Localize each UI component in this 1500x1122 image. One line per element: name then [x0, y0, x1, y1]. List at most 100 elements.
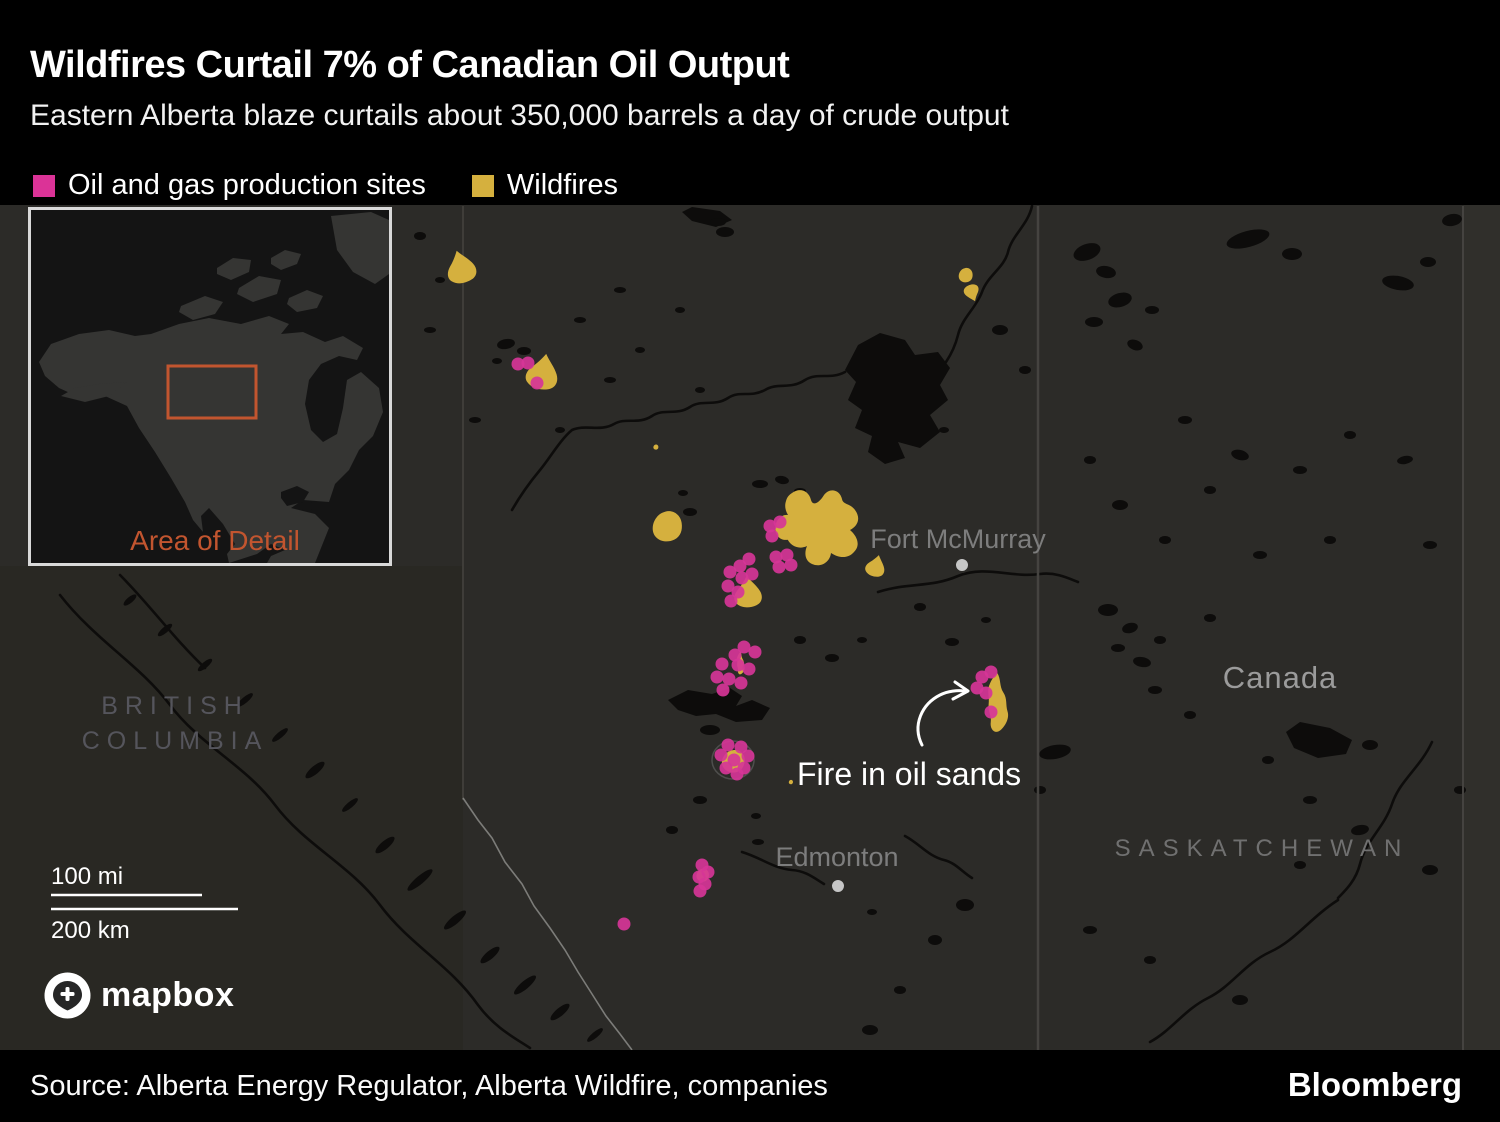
map-canvas[interactable]: BRITISH COLUMBIA Canada SASKATCHEWAN Fort M…	[0, 205, 1500, 1050]
chart-subtitle: Eastern Alberta blaze curtails about 350…	[30, 99, 1009, 132]
lake	[1286, 722, 1352, 758]
lake	[1382, 275, 1414, 291]
production-site-marker	[742, 662, 756, 676]
lake	[555, 427, 565, 433]
lake	[710, 218, 726, 226]
lake	[678, 490, 688, 496]
lake	[1232, 995, 1248, 1005]
lake	[928, 935, 942, 945]
lake	[550, 1003, 570, 1021]
region-labels-layer: BRITISH COLUMBIA Canada SASKATCHEWAN	[82, 660, 1402, 862]
lake	[894, 986, 906, 994]
lake	[1019, 366, 1031, 374]
lake	[1423, 541, 1437, 549]
lake	[480, 946, 500, 964]
area-of-detail-label: Area of Detail	[130, 525, 300, 556]
lake	[675, 307, 685, 313]
legend-production-sites-label: Oil and gas production sites	[68, 169, 426, 201]
lake	[666, 826, 678, 834]
lake	[695, 387, 705, 393]
production-site-marker	[723, 565, 737, 579]
production-site-marker	[530, 376, 544, 390]
production-site-marker	[693, 884, 707, 898]
map-svg: BRITISH COLUMBIA Canada SASKATCHEWAN Fort M…	[0, 205, 1500, 1050]
lake	[1303, 796, 1317, 804]
lake	[1351, 824, 1369, 836]
production-site-marker	[734, 740, 748, 754]
wildfire-marker	[653, 444, 659, 450]
production-site-marker	[769, 550, 783, 564]
lake	[1096, 265, 1116, 279]
wildfire-marker	[988, 672, 1009, 732]
lake	[700, 725, 720, 735]
production-site-marker	[724, 594, 738, 608]
lake	[1122, 622, 1138, 634]
city-label: Fort McMurray	[870, 524, 1046, 554]
lake	[1178, 416, 1192, 424]
lake	[1282, 248, 1302, 260]
lake	[1184, 711, 1196, 719]
production-site-marker	[722, 672, 736, 686]
scale-miles-label: 100 mi	[51, 863, 123, 890]
lake	[1226, 229, 1270, 249]
scale-km-label: 200 km	[51, 917, 130, 944]
lake	[1073, 243, 1101, 261]
north-america-silhouette	[39, 212, 389, 563]
lake	[1442, 213, 1462, 227]
production-site-marker	[984, 665, 998, 679]
production-sites-layer	[511, 356, 998, 931]
header: Wildfires Curtail 7% of Canadian Oil Out…	[30, 44, 1470, 133]
lake	[825, 654, 839, 662]
lake	[305, 761, 325, 779]
city-label: Edmonton	[775, 842, 898, 872]
lake	[1293, 466, 1307, 474]
lake	[775, 475, 789, 485]
lake	[614, 287, 626, 293]
region-label: Canada	[1223, 660, 1338, 695]
lake	[1454, 786, 1466, 794]
production-site-marker	[730, 767, 744, 781]
lake	[604, 377, 616, 383]
lake	[1253, 551, 1267, 559]
boundary-lines	[462, 206, 1464, 1050]
mapbox-wordmark: mapbox	[101, 976, 235, 1014]
lake	[1262, 756, 1274, 764]
wildfire-marker	[963, 284, 979, 302]
lake	[683, 508, 697, 516]
lake	[751, 813, 761, 819]
british-columbia-shade	[0, 566, 463, 1050]
lake	[1098, 604, 1118, 616]
lake	[1362, 740, 1378, 750]
production-site-marker	[716, 683, 730, 697]
lake	[752, 480, 768, 488]
production-site-marker	[735, 571, 749, 585]
lake	[492, 358, 502, 364]
lake	[1085, 317, 1103, 327]
lake	[1145, 306, 1159, 314]
lake	[1159, 536, 1171, 544]
annotation-group: Fire in oil sands	[797, 680, 1021, 792]
wildfire-marker	[447, 250, 477, 284]
lake	[1204, 614, 1216, 622]
lake	[1204, 486, 1216, 494]
lake	[867, 909, 877, 915]
annotation-text: Fire in oil sands	[797, 756, 1021, 792]
production-site-marker	[979, 686, 993, 700]
scale-bar: 100 mi 200 km	[51, 863, 238, 944]
production-site-marker	[728, 648, 742, 662]
source-note: Source: Alberta Energy Regulator, Albert…	[30, 1070, 828, 1102]
lake	[497, 338, 515, 350]
legend-item-production-sites: Oil and gas production sites	[33, 169, 426, 202]
mapbox-logo-icon	[44, 972, 91, 1019]
production-sites-swatch-icon	[33, 174, 55, 197]
lake	[1144, 956, 1156, 964]
wildfire-marker	[788, 779, 793, 785]
production-site-marker	[734, 676, 748, 690]
production-site-marker	[731, 658, 745, 672]
lake	[375, 836, 395, 854]
mapbox-attribution[interactable]: mapbox	[44, 972, 234, 1019]
bc-rockies-border	[462, 797, 633, 1050]
lake	[1039, 744, 1071, 760]
production-site-marker	[748, 645, 762, 659]
lake	[435, 277, 445, 283]
